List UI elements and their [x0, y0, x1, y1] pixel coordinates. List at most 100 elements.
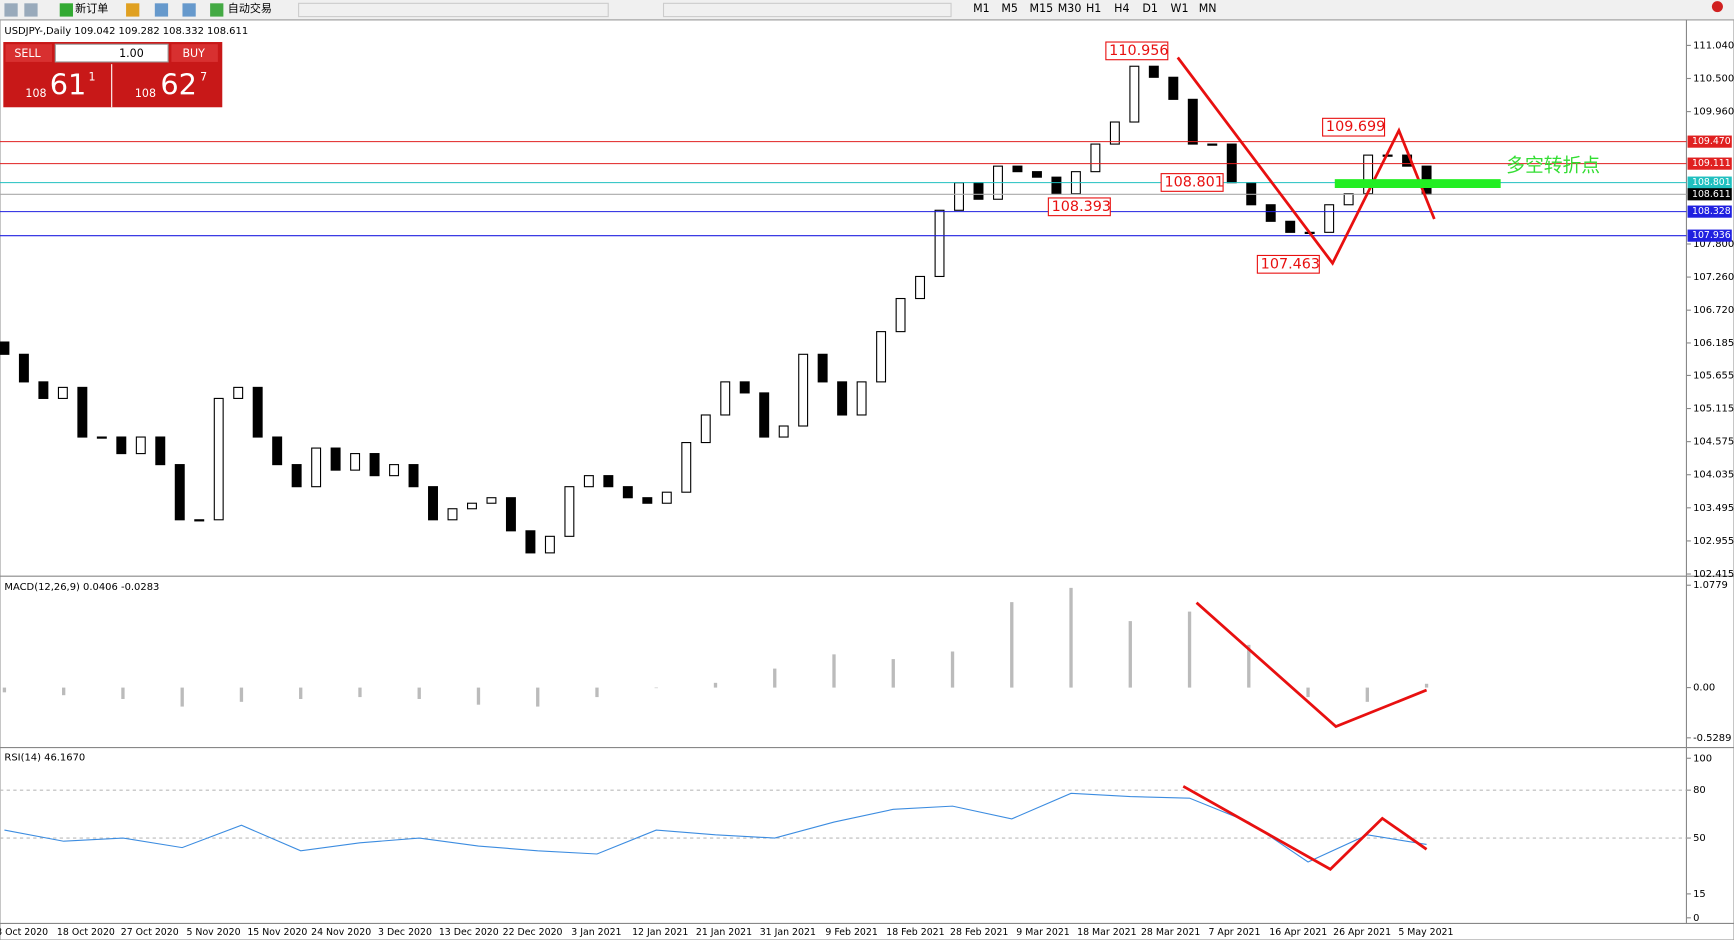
timeframe-button[interactable]: H1 — [1086, 2, 1101, 15]
candle-body — [213, 397, 224, 521]
tool-icon[interactable] — [182, 3, 196, 17]
y-tick-label: 50 — [1693, 833, 1706, 844]
candle-body — [1187, 98, 1198, 145]
candle-body — [720, 381, 731, 416]
macd-bar — [536, 687, 540, 707]
candle-body — [817, 353, 828, 383]
price-label: 109.111 — [1692, 158, 1731, 169]
price-annotation: 109.699 — [1326, 119, 1385, 135]
candle-body — [778, 425, 789, 438]
price-label-bg — [1687, 157, 1732, 170]
candle-body — [1343, 193, 1354, 206]
price-annotation-box — [1105, 41, 1169, 61]
candle-body — [38, 381, 49, 399]
price-annotation-box — [1256, 254, 1320, 274]
price-label-bg — [1687, 176, 1732, 189]
timeframe-button[interactable]: D1 — [1142, 2, 1158, 15]
tool-icon[interactable] — [24, 3, 38, 17]
tool-icon[interactable] — [59, 3, 73, 17]
candle-body — [408, 464, 419, 488]
buy-label[interactable]: BUY — [182, 47, 205, 60]
candle-body — [116, 436, 127, 455]
candle-body — [1012, 165, 1023, 173]
macd-bar — [180, 687, 184, 707]
price-annotation-box — [1322, 117, 1386, 137]
macd-bar — [891, 659, 895, 688]
chart-window — [0, 19, 1734, 940]
macd-bar — [654, 687, 658, 689]
timeframe-button[interactable]: M15 — [1030, 2, 1054, 15]
x-tick-label: 18 Feb 2021 — [886, 927, 944, 938]
price-label: 108.611 — [1692, 189, 1731, 200]
timeframe-button[interactable]: M1 — [973, 2, 990, 15]
price-annotation: 110.956 — [1109, 43, 1168, 59]
x-tick-label: 7 Apr 2021 — [1208, 927, 1260, 938]
macd-bar — [121, 687, 125, 699]
x-tick-label: 13 Dec 2020 — [439, 927, 499, 938]
candle-body — [544, 535, 555, 554]
timeframe-button[interactable]: H4 — [1114, 2, 1129, 15]
price-annotation: 107.463 — [1261, 256, 1320, 272]
macd-bar — [1128, 621, 1132, 688]
trend-arrow — [1195, 601, 1428, 729]
candle-body — [661, 491, 672, 504]
macd-bar — [476, 687, 481, 705]
rsi-line — [4, 792, 1427, 863]
y-tick-label: 111.040 — [1693, 40, 1734, 51]
price-label-bg — [1687, 205, 1732, 218]
candle-body — [1129, 65, 1140, 123]
y-tick-label: 15 — [1693, 889, 1706, 900]
candle-body — [856, 381, 867, 416]
candle-body — [1265, 204, 1276, 222]
buy-button[interactable] — [171, 44, 218, 62]
y-tick-label: 80 — [1693, 785, 1706, 796]
price-annotation: 108.801 — [1164, 174, 1223, 190]
macd-bar — [773, 668, 777, 688]
sell-button[interactable] — [5, 44, 52, 62]
timeframe-button[interactable]: M30 — [1058, 2, 1082, 15]
candle-body — [973, 182, 984, 200]
y-tick-label: 109.960 — [1693, 107, 1734, 118]
macd-bar — [62, 687, 66, 696]
price-annotation: 108.393 — [1052, 199, 1111, 215]
y-tick-label: 106.185 — [1693, 338, 1734, 349]
y-tick-label: 106.720 — [1693, 305, 1734, 316]
auto-trading-button[interactable]: 自动交易 — [228, 1, 272, 15]
candle-body — [603, 475, 614, 488]
sell-label[interactable]: SELL — [14, 47, 41, 60]
y-tick-label: 100 — [1693, 753, 1712, 764]
x-tick-label: 5 May 2021 — [1398, 927, 1453, 938]
macd-bar — [1010, 602, 1014, 688]
price-label-bg — [1687, 229, 1732, 242]
x-tick-label: 24 Nov 2020 — [311, 927, 371, 938]
buy-price-small: 108 — [135, 87, 156, 100]
y-tick-label: 107.260 — [1693, 272, 1734, 283]
lot-input[interactable] — [54, 43, 169, 63]
alert-icon[interactable] — [1711, 1, 1723, 13]
price-annotation-box — [1047, 197, 1111, 217]
lot-size[interactable]: 1.00 — [119, 47, 144, 60]
macd-bar — [1365, 687, 1369, 702]
tool-icon[interactable] — [154, 3, 169, 17]
tool-icon[interactable] — [4, 3, 18, 17]
macd-bar — [595, 687, 599, 698]
tool-icon[interactable] — [210, 3, 224, 17]
pivot-note: 多空转折点 — [1506, 154, 1600, 176]
y-tick-label: 104.575 — [1693, 437, 1734, 448]
buy-price-sup: 7 — [200, 70, 207, 83]
x-tick-label: 5 Nov 2020 — [186, 927, 240, 938]
tool-icon[interactable] — [126, 3, 140, 17]
macd-bar — [713, 682, 718, 688]
new-order-button[interactable]: 新订单 — [75, 1, 108, 15]
timeframe-button[interactable]: MN — [1199, 2, 1217, 15]
x-tick-label: 8 Oct 2020 — [0, 927, 48, 938]
timeframe-button[interactable]: M5 — [1001, 2, 1018, 15]
x-tick-label: 9 Feb 2021 — [825, 927, 877, 938]
x-tick-label: 28 Mar 2021 — [1141, 927, 1200, 938]
timeframe-button[interactable]: W1 — [1171, 2, 1189, 15]
candle-body — [135, 436, 146, 455]
x-tick-label: 27 Oct 2020 — [121, 927, 179, 938]
y-tick-label: 107.800 — [1693, 239, 1734, 250]
